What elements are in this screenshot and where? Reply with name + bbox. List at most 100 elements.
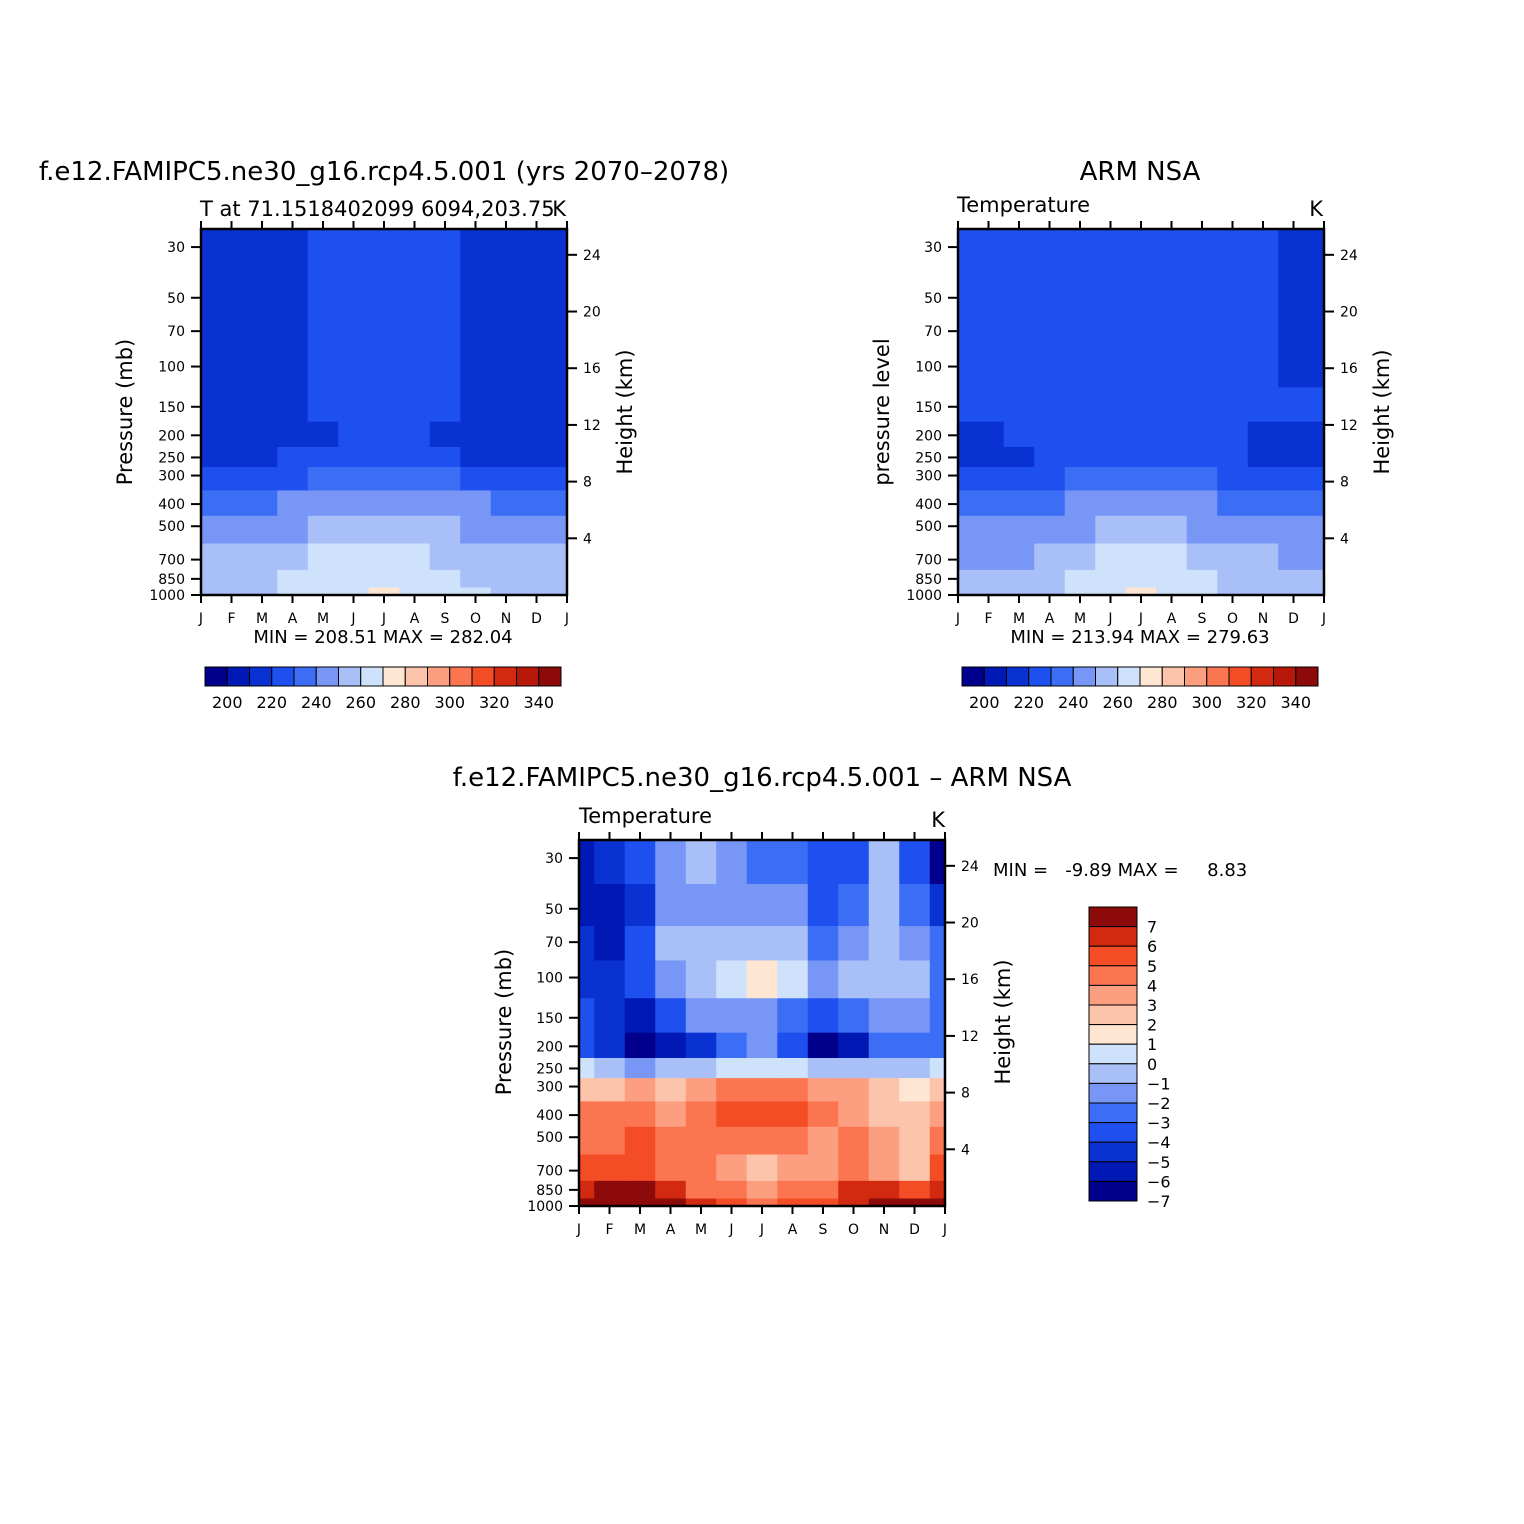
x-tick-label: S bbox=[1198, 611, 1207, 627]
cell-1-2 bbox=[624, 1180, 656, 1199]
cell-4-12 bbox=[551, 489, 567, 516]
cell-6-4 bbox=[307, 446, 339, 468]
cell-1-7 bbox=[777, 1180, 809, 1199]
height-tick-label: 20 bbox=[1340, 305, 1358, 321]
cell-12-0 bbox=[201, 229, 217, 274]
panel-obs-plot: J F M A M J J A S O N D J100085070050040030025020015… bbox=[906, 221, 1358, 627]
cell-6-8 bbox=[429, 446, 461, 468]
x-tick-label: F bbox=[227, 611, 235, 627]
cell-9-7 bbox=[1156, 348, 1188, 388]
cell-1-5 bbox=[1095, 569, 1127, 588]
cell-3-1 bbox=[594, 1126, 626, 1155]
colorbar-label: 6 bbox=[1147, 937, 1157, 956]
x-tick-label: O bbox=[470, 611, 481, 627]
cell-2-1 bbox=[216, 542, 248, 570]
cell-0-6 bbox=[368, 586, 400, 595]
colorbar-box bbox=[404, 666, 428, 687]
cell-5-10 bbox=[490, 466, 522, 491]
panel-model-colorbar: 200 220 240 260 280 300 320 340 bbox=[204, 666, 562, 712]
cell-9-8 bbox=[1186, 348, 1218, 388]
y-tick-label: 1000 bbox=[906, 588, 942, 604]
cell-8-0 bbox=[201, 386, 217, 422]
cell-10-9 bbox=[838, 925, 870, 961]
cell-11-2 bbox=[246, 272, 278, 316]
cell-0-6 bbox=[746, 1197, 778, 1206]
cell-3-3 bbox=[277, 515, 309, 544]
colorbar-label: 340 bbox=[1280, 693, 1311, 712]
cell-1-7 bbox=[1156, 569, 1188, 588]
cell-3-0 bbox=[201, 515, 217, 544]
cell-2-9 bbox=[460, 542, 492, 570]
panel-model-ylabel: Pressure (mb) bbox=[113, 339, 137, 486]
panel-diff-title: f.e12.FAMIPC5.ne30_g16.rcp4.5.001 – ARM … bbox=[453, 763, 1072, 793]
cell-2-3 bbox=[1034, 542, 1066, 570]
cell-9-7 bbox=[777, 959, 809, 999]
cell-4-12 bbox=[929, 1100, 945, 1127]
cell-1-1 bbox=[973, 569, 1005, 588]
colorbar-label: 200 bbox=[969, 693, 1000, 712]
cell-10-0 bbox=[201, 314, 217, 350]
cell-6-2 bbox=[624, 1057, 656, 1079]
cell-10-1 bbox=[594, 925, 626, 961]
cell-1-0 bbox=[201, 569, 217, 588]
cell-4-5 bbox=[1095, 489, 1127, 516]
cell-5-1 bbox=[594, 1077, 626, 1102]
cell-1-10 bbox=[1247, 569, 1279, 588]
cell-1-9 bbox=[1217, 569, 1249, 588]
cell-10-7 bbox=[777, 925, 809, 961]
cell-0-5 bbox=[716, 1197, 748, 1206]
cell-7-1 bbox=[594, 1032, 626, 1058]
colorbar-box bbox=[1117, 666, 1141, 687]
cell-2-8 bbox=[807, 1153, 839, 1181]
cell-1-6 bbox=[746, 1180, 778, 1199]
cell-2-7 bbox=[399, 542, 431, 570]
cell-0-7 bbox=[777, 1197, 809, 1206]
cell-2-3 bbox=[277, 542, 309, 570]
cell-3-2 bbox=[246, 515, 278, 544]
height-tick-label: 20 bbox=[583, 305, 601, 321]
colorbar-box bbox=[1206, 666, 1230, 687]
cell-6-11 bbox=[899, 1057, 931, 1079]
x-tick-label: N bbox=[1258, 611, 1268, 627]
cell-4-9 bbox=[838, 1100, 870, 1127]
cell-5-9 bbox=[1217, 466, 1249, 491]
cell-12-7 bbox=[399, 229, 431, 274]
colorbar-box bbox=[1088, 1004, 1138, 1026]
x-tick-label: M bbox=[317, 611, 329, 627]
cell-6-8 bbox=[807, 1057, 839, 1079]
cell-9-11 bbox=[1278, 348, 1310, 388]
cell-7-3 bbox=[1034, 421, 1066, 447]
cell-6-10 bbox=[1247, 446, 1279, 468]
cell-2-4 bbox=[685, 1153, 717, 1181]
cell-0-7 bbox=[1156, 586, 1188, 595]
cell-8-9 bbox=[460, 386, 492, 422]
panel-obs-ylabel: pressure level bbox=[870, 338, 894, 485]
cell-7-2 bbox=[246, 421, 278, 447]
cell-8-12 bbox=[929, 997, 945, 1033]
x-tick-label: M bbox=[1013, 611, 1025, 627]
cell-0-9 bbox=[1217, 586, 1249, 595]
panel-diff-ylabel: Pressure (mb) bbox=[492, 949, 516, 1096]
colorbar-label: 260 bbox=[1102, 693, 1133, 712]
cell-11-4 bbox=[307, 272, 339, 316]
cell-11-1 bbox=[594, 883, 626, 927]
cell-0-12 bbox=[929, 1197, 945, 1206]
cell-1-0 bbox=[958, 569, 974, 588]
cell-4-5 bbox=[716, 1100, 748, 1127]
cell-12-6 bbox=[368, 229, 400, 274]
cell-7-0 bbox=[201, 421, 217, 447]
cell-10-7 bbox=[399, 314, 431, 350]
cell-3-10 bbox=[1247, 515, 1279, 544]
colorbar-box bbox=[1273, 666, 1297, 687]
colorbar-label: −2 bbox=[1147, 1094, 1171, 1113]
cell-8-8 bbox=[1186, 386, 1218, 422]
cell-8-8 bbox=[429, 386, 461, 422]
cell-11-5 bbox=[338, 272, 370, 316]
x-tick-label: D bbox=[909, 1222, 920, 1238]
y-tick-label: 200 bbox=[158, 428, 185, 444]
cell-9-10 bbox=[868, 959, 900, 999]
cell-8-6 bbox=[368, 386, 400, 422]
cell-9-4 bbox=[685, 959, 717, 999]
cell-7-9 bbox=[1217, 421, 1249, 447]
x-tick-label: M bbox=[1074, 611, 1086, 627]
